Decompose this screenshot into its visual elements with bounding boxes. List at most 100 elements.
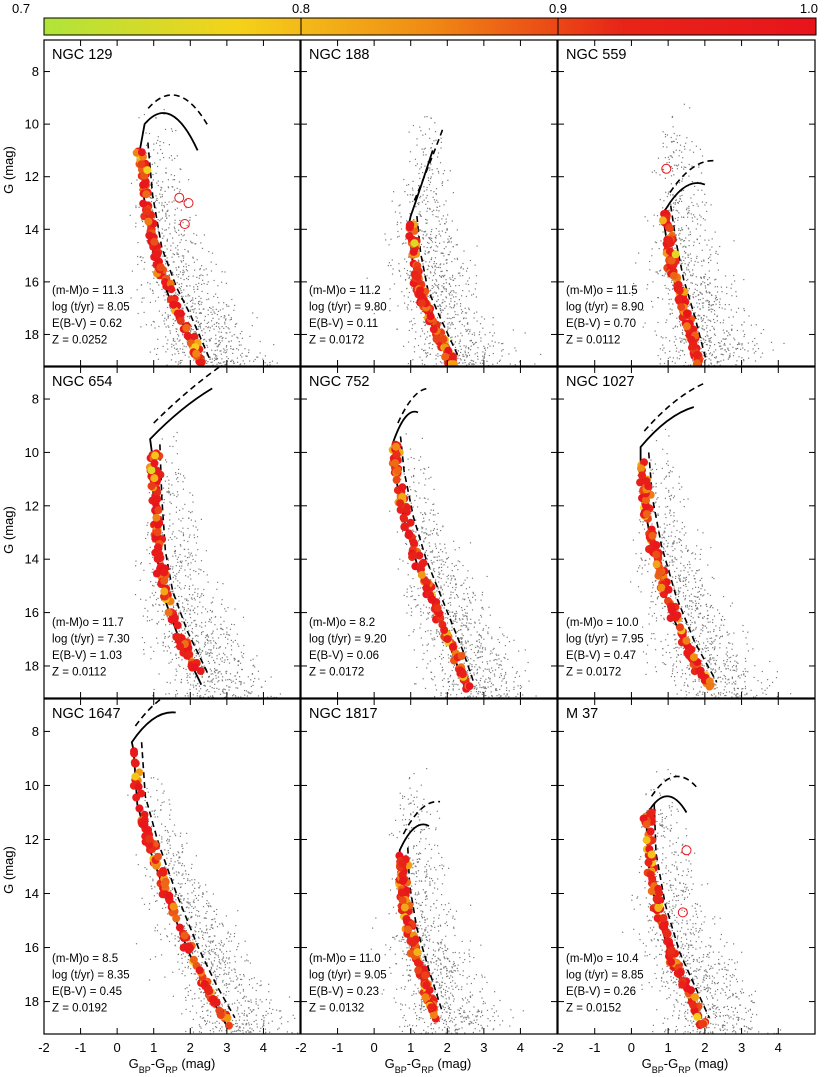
field-star <box>484 647 486 649</box>
field-star <box>173 175 176 177</box>
field-star <box>496 695 498 697</box>
field-star <box>160 196 162 198</box>
field-star <box>655 271 657 273</box>
field-star <box>444 307 446 309</box>
field-star <box>708 347 711 349</box>
field-star <box>406 287 408 289</box>
field-star <box>429 353 431 355</box>
field-star <box>146 152 148 154</box>
field-star <box>412 506 414 508</box>
field-star <box>685 166 687 168</box>
field-star <box>478 633 480 635</box>
field-star <box>704 219 706 221</box>
field-star <box>139 256 141 258</box>
field-star <box>409 151 412 153</box>
field-star <box>179 554 181 556</box>
field-star <box>709 329 711 331</box>
field-star <box>675 325 677 327</box>
field-star <box>434 269 436 271</box>
field-star <box>213 687 215 689</box>
field-star <box>470 345 472 347</box>
field-star <box>208 649 210 651</box>
field-star <box>696 284 698 286</box>
field-star <box>183 351 185 354</box>
field-star <box>440 276 442 278</box>
field-star <box>172 590 174 592</box>
field-star <box>407 296 409 298</box>
field-star <box>423 190 425 192</box>
field-star <box>210 361 212 363</box>
field-star <box>480 645 482 647</box>
field-star <box>731 324 733 326</box>
open-member-star <box>174 192 185 203</box>
field-star <box>209 685 211 687</box>
field-star <box>457 314 459 316</box>
field-star <box>392 268 394 270</box>
member-star <box>687 335 696 344</box>
field-star <box>699 148 701 150</box>
field-star <box>422 154 425 156</box>
field-star <box>688 254 690 256</box>
field-star <box>442 299 444 301</box>
field-star <box>430 258 432 260</box>
field-star <box>180 233 182 235</box>
field-star <box>217 581 219 583</box>
field-star <box>743 360 745 362</box>
field-star <box>184 632 186 634</box>
field-star <box>672 288 674 290</box>
field-star <box>482 355 484 357</box>
field-star <box>429 238 431 240</box>
field-star <box>713 301 715 303</box>
field-star <box>453 666 455 668</box>
field-star <box>153 149 155 151</box>
field-star <box>172 340 174 342</box>
field-star <box>666 162 668 164</box>
member-star <box>141 180 150 189</box>
field-star <box>237 361 239 363</box>
member-star <box>154 543 162 552</box>
field-star <box>172 605 174 607</box>
field-star <box>700 340 702 342</box>
field-star <box>176 431 178 434</box>
y-tick-label: 16 <box>25 274 39 289</box>
field-star <box>415 301 417 304</box>
field-star <box>422 678 424 680</box>
field-star <box>179 582 181 584</box>
field-star <box>201 676 203 678</box>
field-star <box>219 336 221 338</box>
field-star <box>461 607 463 609</box>
field-star <box>704 282 706 284</box>
field-star <box>713 327 715 329</box>
panel-title: NGC 129 <box>52 47 112 63</box>
field-star <box>675 184 677 186</box>
field-star <box>175 653 177 655</box>
field-star <box>425 356 427 358</box>
field-star <box>445 218 447 220</box>
field-star <box>439 559 441 561</box>
field-star <box>682 256 684 258</box>
field-star <box>671 115 674 118</box>
field-star <box>443 170 446 172</box>
field-star <box>200 322 202 324</box>
field-star <box>426 573 428 575</box>
field-star <box>494 675 496 677</box>
field-star <box>482 670 485 672</box>
field-star <box>460 637 462 639</box>
field-star <box>460 359 462 361</box>
field-star <box>251 673 253 675</box>
field-star <box>492 648 494 651</box>
field-star <box>698 299 700 301</box>
field-star <box>231 649 233 651</box>
field-star <box>220 616 222 618</box>
field-star <box>175 328 177 330</box>
field-star <box>682 350 684 352</box>
field-star <box>704 193 706 195</box>
field-star <box>491 340 493 342</box>
field-star <box>171 640 173 642</box>
field-star <box>647 284 649 286</box>
field-star <box>684 338 686 340</box>
field-star <box>259 352 261 354</box>
field-star <box>168 264 170 266</box>
field-star <box>189 673 191 675</box>
field-star <box>710 254 712 256</box>
